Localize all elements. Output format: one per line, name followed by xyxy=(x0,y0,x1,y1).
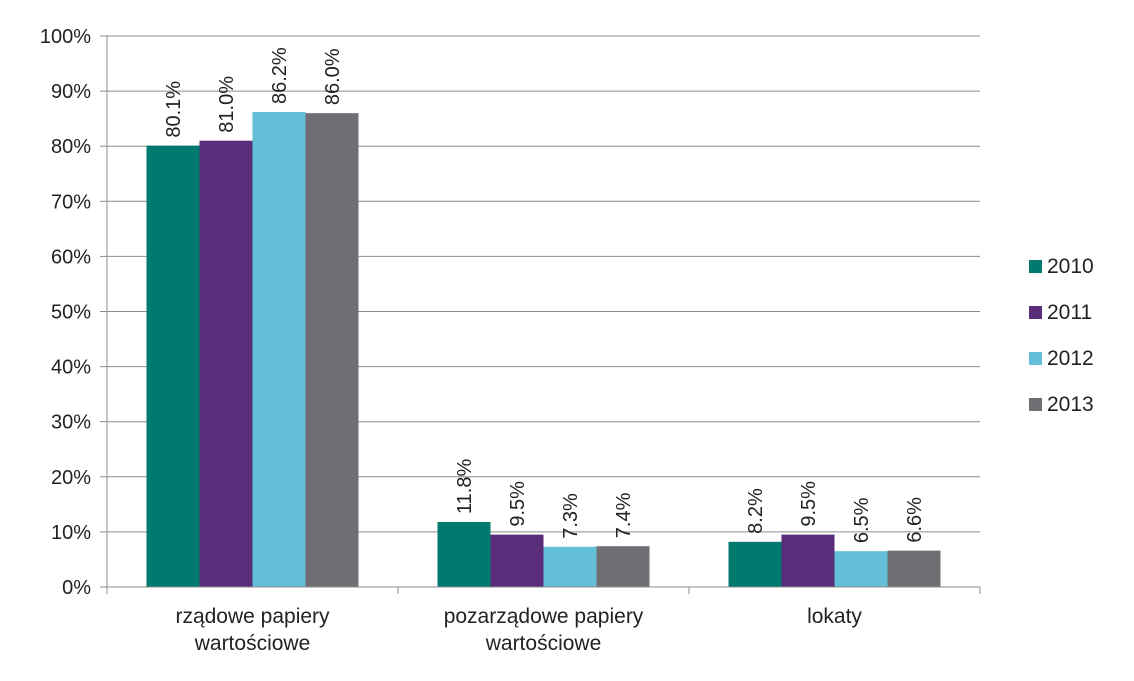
y-tick-label: 60% xyxy=(51,246,91,268)
y-tick-label: 0% xyxy=(62,577,91,599)
data-label: 11.8% xyxy=(454,459,476,514)
axes xyxy=(100,35,981,594)
legend-label: 2011 xyxy=(1047,301,1092,324)
bar xyxy=(781,534,835,587)
data-label: 6.5% xyxy=(851,497,873,543)
bars xyxy=(146,112,941,588)
data-label: 7.4% xyxy=(613,492,635,538)
x-category-label: wartościowe xyxy=(194,632,311,655)
x-category-label: lokaty xyxy=(807,605,862,628)
bar xyxy=(199,140,253,587)
bar xyxy=(834,551,888,587)
legend-swatch xyxy=(1029,352,1042,365)
data-label: 8.2% xyxy=(745,488,767,534)
bar xyxy=(252,112,306,588)
y-tick-label: 50% xyxy=(51,302,91,324)
bar xyxy=(437,521,491,587)
x-category-label: pozarządowe papiery xyxy=(444,605,644,628)
y-tick-label: 90% xyxy=(51,81,91,103)
data-label: 9.5% xyxy=(798,481,820,527)
legend-swatch xyxy=(1029,260,1042,273)
y-tick-label: 40% xyxy=(51,357,91,379)
data-labels: 80.1% 81.0% 86.2% 86.0% 11.8% 9.5% 7.3% 7.4% 8.2… xyxy=(163,47,926,543)
data-label: 7.3% xyxy=(560,493,582,539)
bar xyxy=(146,145,200,588)
legend-swatch xyxy=(1029,306,1042,319)
y-tick-label: 10% xyxy=(51,522,91,544)
y-tick-label: 70% xyxy=(51,191,91,213)
legend-label: 2012 xyxy=(1047,347,1094,370)
bar xyxy=(543,546,597,587)
data-label: 80.1% xyxy=(163,81,185,138)
data-label: 6.6% xyxy=(904,497,926,543)
y-tick-label: 100% xyxy=(40,26,91,48)
data-label: 86.2% xyxy=(269,47,291,104)
data-label: 9.5% xyxy=(507,481,529,527)
legend-label: 2013 xyxy=(1047,393,1094,416)
x-category-label: wartościowe xyxy=(485,632,602,655)
bar xyxy=(887,550,941,587)
data-label: 86.0% xyxy=(322,48,344,105)
x-axis-categories: rządowe papiery wartościowe pozarządowe pa… xyxy=(175,605,862,655)
legend-label: 2010 xyxy=(1047,255,1094,278)
bar xyxy=(728,541,782,587)
bar xyxy=(596,546,650,587)
legend-swatch xyxy=(1029,398,1042,411)
y-tick-label: 80% xyxy=(51,136,91,158)
y-tick-label: 20% xyxy=(51,467,91,489)
bar xyxy=(305,113,359,587)
legend: 2010 2011 2012 2013 xyxy=(1029,255,1094,416)
y-tick-label: 30% xyxy=(51,412,91,434)
bar xyxy=(490,534,544,587)
x-category-label: rządowe papiery xyxy=(175,605,330,628)
data-label: 81.0% xyxy=(216,76,238,133)
y-axis-ticks: 0% 10% 20% 30% 40% 50% 60% 70% 80% 90% 100% xyxy=(40,26,91,599)
